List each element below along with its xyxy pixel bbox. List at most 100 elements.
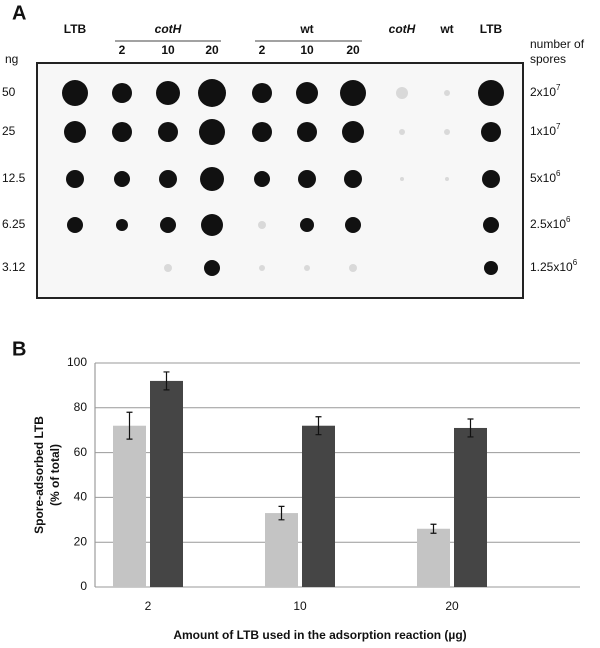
- blot-spot: [158, 122, 178, 142]
- blot-spot: [259, 265, 265, 271]
- column-header: cotH: [155, 22, 182, 36]
- blot-spot: [400, 177, 404, 181]
- blot-spot: [297, 122, 317, 142]
- blot-spot: [304, 265, 310, 271]
- spore-base: 1x10: [530, 124, 556, 138]
- blot-spot: [484, 261, 498, 275]
- blot-spot: [483, 217, 499, 233]
- blot-spot: [160, 217, 176, 233]
- blot-frame: [36, 62, 524, 299]
- row-label: 25: [2, 124, 16, 138]
- bar: [265, 513, 298, 587]
- bar: [417, 528, 450, 587]
- blot-spot: [64, 121, 86, 143]
- blot-spot: [482, 170, 500, 188]
- spores-label: number of: [530, 37, 585, 51]
- error-bar: [126, 411, 133, 440]
- bar: [150, 380, 183, 587]
- spore-base: 2x10: [530, 85, 556, 99]
- column-header: wt: [439, 22, 453, 36]
- y-tick-label: 80: [74, 400, 88, 414]
- error-bar: [467, 418, 474, 438]
- blot-spot: [66, 170, 84, 188]
- bar: [113, 425, 146, 587]
- blot-spot: [298, 170, 316, 188]
- blot-spot: [478, 80, 504, 106]
- blot-spot: [258, 221, 266, 229]
- blot-spot: [481, 122, 501, 142]
- sub-header: 2: [259, 43, 266, 57]
- blot-spot: [444, 90, 450, 96]
- error-bar: [315, 416, 322, 436]
- column-header: cotH: [389, 22, 416, 36]
- blot-spot: [164, 264, 172, 272]
- error-bar: [163, 371, 170, 391]
- blot-spot: [349, 264, 357, 272]
- blot-spot: [199, 119, 225, 145]
- blot-spot: [252, 83, 272, 103]
- y-tick-label: 40: [74, 490, 88, 504]
- blot-spot: [116, 219, 128, 231]
- blot-spot: [114, 171, 130, 187]
- blot-spot: [112, 122, 132, 142]
- blot-spot: [252, 122, 272, 142]
- y-axis-label: Spore-adsorbed LTB: [32, 416, 46, 534]
- panel-label: B: [12, 338, 26, 360]
- blot-spot: [204, 260, 220, 276]
- blot-spot: [345, 217, 361, 233]
- blot-spot: [399, 129, 405, 135]
- row-label: 3.12: [2, 260, 26, 274]
- spore-count: 2.5x106: [530, 215, 571, 231]
- column-header: wt: [299, 22, 313, 36]
- spore-exp: 7: [556, 122, 561, 131]
- spore-exp: 6: [556, 169, 561, 178]
- x-tick-label: 20: [445, 599, 459, 613]
- blot-spot: [201, 214, 223, 236]
- sub-header: 2: [119, 43, 126, 57]
- blot-spot: [340, 80, 366, 106]
- blot-spot: [342, 121, 364, 143]
- spore-exp: 6: [573, 258, 578, 267]
- blot-spot: [112, 83, 132, 103]
- sub-header: 10: [161, 43, 175, 57]
- y-tick-label: 0: [80, 579, 87, 593]
- spore-base: 2.5x10: [530, 217, 566, 231]
- row-label: 50: [2, 85, 16, 99]
- blot-spot: [344, 170, 362, 188]
- row-label: 12.5: [2, 171, 26, 185]
- x-tick-label: 10: [293, 599, 307, 613]
- y-axis-label: (% of total): [48, 444, 62, 506]
- y-tick-label: 60: [74, 445, 88, 459]
- blot-spot: [396, 87, 408, 99]
- spore-count: 2x107: [530, 83, 561, 99]
- blot-spot: [62, 80, 88, 106]
- sub-header: 10: [300, 43, 314, 57]
- spores-label: spores: [530, 52, 566, 66]
- spore-count: 1.25x106: [530, 258, 578, 274]
- y-tick-label: 100: [67, 355, 87, 369]
- spore-count: 1x107: [530, 122, 561, 138]
- blot-spot: [445, 177, 449, 181]
- blot-spot: [254, 171, 270, 187]
- row-label: 6.25: [2, 217, 26, 231]
- blot-spot: [156, 81, 180, 105]
- spore-exp: 7: [556, 83, 561, 92]
- blot-spot: [444, 129, 450, 135]
- error-bar: [278, 505, 285, 521]
- blot-spot: [159, 170, 177, 188]
- spore-base: 1.25x10: [530, 260, 573, 274]
- column-header: LTB: [64, 22, 87, 36]
- error-bar: [430, 523, 437, 534]
- spore-exp: 6: [566, 215, 571, 224]
- blot-spot: [67, 217, 83, 233]
- panel-label: A: [12, 2, 26, 24]
- blot-spot: [200, 167, 224, 191]
- y-tick-label: 20: [74, 534, 88, 548]
- bar: [454, 427, 487, 587]
- sub-header: 20: [205, 43, 219, 57]
- spore-base: 5x10: [530, 171, 556, 185]
- blot-spot: [296, 82, 318, 104]
- x-axis-label: Amount of LTB used in the adsorption rea…: [173, 628, 466, 642]
